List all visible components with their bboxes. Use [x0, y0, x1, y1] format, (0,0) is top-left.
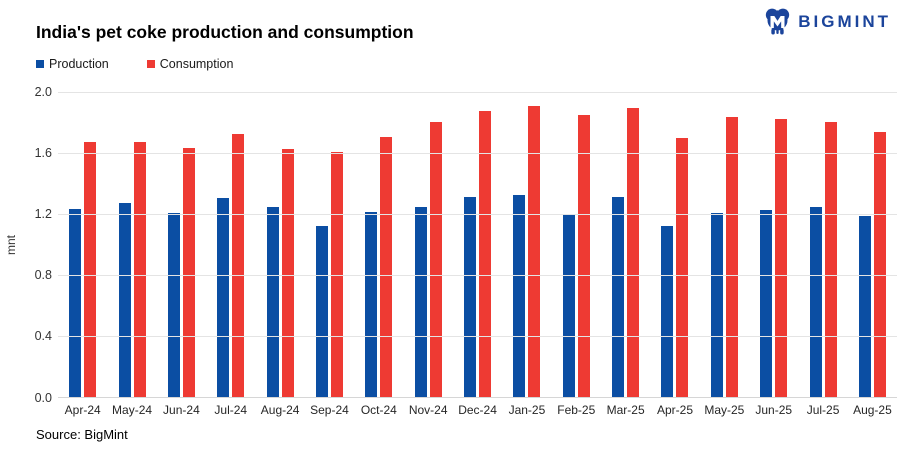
bar-group-Apr-25	[650, 92, 699, 397]
chart-title: India's pet coke production and consumpt…	[36, 22, 414, 42]
bigmint-logo-text: BIGMINT	[798, 12, 891, 31]
bar-group-Feb-25	[552, 92, 601, 397]
x-tick-label: Dec-24	[458, 403, 497, 417]
bar-group-Jan-25	[502, 92, 551, 397]
x-tick-label: Apr-24	[64, 403, 101, 417]
bigmint-logo: BIGMINT	[764, 7, 891, 37]
x-tick-label: Jul-25	[806, 403, 840, 417]
consumption-bar-Jul-24[interactable]	[232, 133, 245, 397]
production-bar-Oct-24[interactable]	[365, 211, 378, 397]
x-tick-label: Jun-25	[755, 403, 793, 417]
x-tick-label: Oct-24	[360, 403, 397, 417]
consumption-bar-Nov-24[interactable]	[429, 121, 442, 397]
bar-group-Jun-24	[157, 92, 206, 397]
consumption-bar-May-25[interactable]	[725, 117, 738, 397]
production-bar-Aug-24[interactable]	[266, 207, 279, 397]
bar-group-Jul-24	[206, 92, 255, 397]
consumption-bar-May-24[interactable]	[133, 141, 146, 397]
x-tick-label: Jan-25	[508, 403, 546, 417]
bar-group-Aug-25	[848, 92, 897, 397]
production-bar-Aug-25[interactable]	[858, 216, 871, 397]
gridline	[58, 336, 897, 338]
consumption-bar-Mar-25[interactable]	[627, 107, 640, 397]
y-tick-label: 0.4	[34, 329, 52, 344]
bar-group-Jul-25	[798, 92, 847, 397]
bar-group-Sep-24	[305, 92, 354, 397]
production-bar-Sep-24[interactable]	[315, 225, 328, 397]
y-tick-label: 2.0	[34, 84, 52, 99]
x-tick-label: May-24	[112, 403, 153, 417]
production-bar-Apr-25[interactable]	[661, 225, 674, 397]
bar-group-Aug-24	[255, 92, 304, 397]
legend-label-production: Production	[49, 57, 109, 71]
x-tick-label: Feb-25	[557, 403, 596, 417]
production-bar-Jan-25[interactable]	[513, 195, 526, 397]
consumption-bar-Jun-24[interactable]	[182, 147, 195, 397]
production-bar-May-25[interactable]	[710, 213, 723, 397]
x-tick-label: Nov-24	[408, 403, 448, 417]
consumption-swatch-icon	[146, 60, 155, 68]
production-bar-Jul-24[interactable]	[217, 198, 230, 397]
x-tick-label: Aug-25	[853, 403, 892, 417]
legend-label-consumption: Consumption	[159, 57, 234, 71]
production-bar-Mar-25[interactable]	[612, 196, 625, 397]
bar-group-Mar-25	[601, 92, 650, 397]
y-axis-title: mnt	[4, 235, 18, 256]
consumption-bar-Jun-25[interactable]	[775, 118, 788, 397]
production-bar-Jun-24[interactable]	[167, 213, 180, 397]
bar-group-Jun-25	[749, 92, 798, 397]
consumption-bar-Apr-24[interactable]	[84, 141, 97, 397]
consumption-bar-Aug-24[interactable]	[281, 149, 294, 397]
gridline	[58, 213, 897, 215]
production-bar-Feb-25[interactable]	[562, 214, 575, 397]
y-tick-label: 1.2	[34, 206, 52, 221]
legend-item-production[interactable]: Production	[36, 57, 109, 71]
production-bar-Nov-24[interactable]	[414, 207, 427, 397]
consumption-bar-Jan-25[interactable]	[528, 106, 541, 397]
bigmint-logo-icon	[766, 8, 790, 35]
legend: Production Consumption	[36, 57, 233, 71]
consumption-bar-Jul-25[interactable]	[824, 121, 837, 397]
production-bar-May-24[interactable]	[118, 202, 131, 397]
bar-group-Dec-24	[453, 92, 502, 397]
gridline	[58, 152, 897, 154]
y-tick-label: 1.6	[34, 145, 52, 160]
y-tick-label: 0.0	[34, 390, 52, 405]
bar-group-Oct-24	[354, 92, 403, 397]
consumption-bar-Oct-24[interactable]	[380, 136, 393, 397]
bar-group-Apr-24	[58, 92, 107, 397]
bar-group-May-25	[700, 92, 749, 397]
x-tick-label: Sep-24	[310, 403, 349, 417]
x-axis-labels: Apr-24 May-24 Jun-24 Jul-24 Aug-24 Sep-24 Oct-…	[58, 403, 897, 417]
production-bar-Jul-25[interactable]	[809, 207, 822, 397]
consumption-bar-Feb-25[interactable]	[577, 115, 590, 397]
x-tick-label: May-25	[704, 403, 745, 417]
source-note: Source: BigMint	[36, 427, 128, 442]
plot-area: 0.0 0.4 0.8 1.2 1.6 2.0	[35, 85, 897, 405]
x-tick-label: Jun-24	[163, 403, 200, 417]
legend-item-consumption[interactable]: Consumption	[146, 57, 234, 71]
bar-group-Nov-24	[404, 92, 453, 397]
gridline	[58, 275, 897, 277]
consumption-bar-Sep-24[interactable]	[330, 152, 343, 397]
production-bar-Dec-24[interactable]	[464, 196, 477, 397]
y-tick-label: 0.8	[34, 268, 52, 283]
x-tick-label: Aug-24	[260, 403, 300, 417]
x-tick-label: Apr-25	[656, 403, 693, 417]
consumption-bar-Dec-24[interactable]	[479, 110, 492, 397]
production-bar-Apr-24[interactable]	[69, 208, 82, 397]
consumption-bar-Apr-25[interactable]	[676, 138, 689, 397]
gridline	[58, 91, 897, 93]
production-swatch-icon	[36, 60, 44, 68]
x-tick-label: Jul-24	[214, 403, 248, 417]
consumption-bar-Aug-25[interactable]	[873, 132, 886, 397]
production-bar-Jun-25[interactable]	[760, 210, 773, 397]
x-tick-label: Mar-25	[606, 403, 645, 417]
bar-group-May-24	[107, 92, 156, 397]
bar-groups	[58, 92, 897, 397]
